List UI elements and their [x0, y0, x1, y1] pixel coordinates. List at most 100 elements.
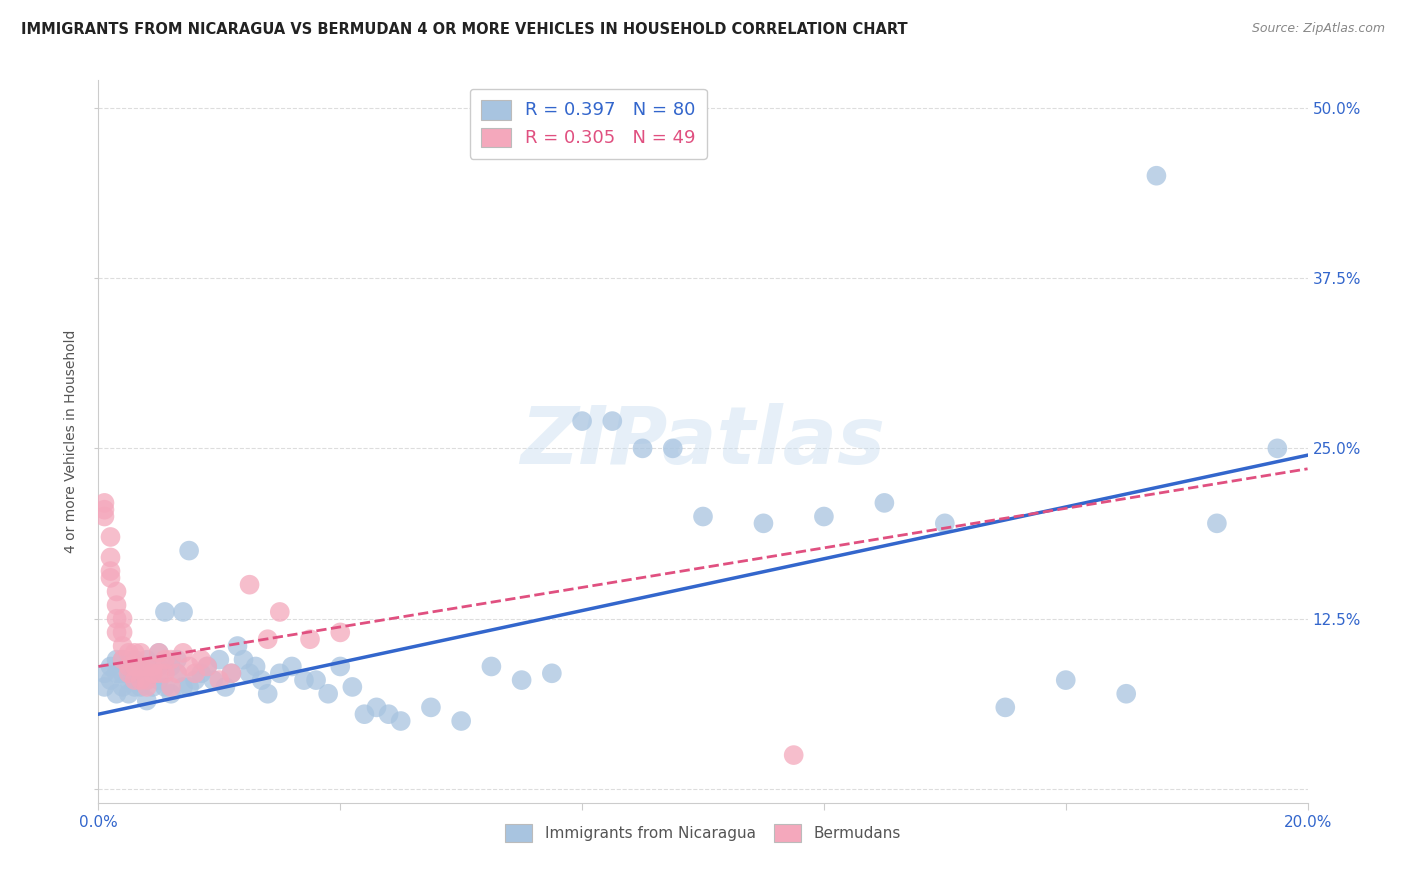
Point [129, 666, 152, 681]
Point [256, 632, 278, 647]
Point [153, 605, 176, 619]
Point [172, 646, 194, 660]
Point [190, 653, 212, 667]
Point [105, 584, 128, 599]
Point [342, 680, 364, 694]
Point [1054, 673, 1077, 687]
Point [195, 659, 218, 673]
Point [129, 673, 152, 687]
Point [100, 659, 122, 673]
Point [179, 659, 201, 673]
Point [135, 673, 157, 687]
Point [129, 659, 152, 673]
Point [540, 666, 562, 681]
Point [153, 653, 176, 667]
Point [93, 496, 115, 510]
Point [111, 653, 134, 667]
Point [93, 680, 115, 694]
Y-axis label: 4 or more Vehicles in Household: 4 or more Vehicles in Household [65, 330, 79, 553]
Point [160, 687, 183, 701]
Point [118, 687, 141, 701]
Point [602, 414, 624, 428]
Point [142, 680, 165, 694]
Text: Source: ZipAtlas.com: Source: ZipAtlas.com [1251, 22, 1385, 36]
Point [166, 666, 188, 681]
Point [377, 707, 399, 722]
Point [93, 509, 115, 524]
Point [160, 659, 183, 673]
Point [661, 442, 683, 456]
Point [305, 673, 328, 687]
Point [160, 680, 183, 694]
Point [269, 666, 291, 681]
Point [184, 673, 207, 687]
Point [269, 605, 291, 619]
Point [450, 714, 472, 728]
Point [353, 707, 375, 722]
Point [510, 673, 533, 687]
Point [135, 653, 157, 667]
Point [111, 680, 134, 694]
Point [153, 666, 176, 681]
Point [142, 666, 165, 681]
Point [153, 680, 176, 694]
Point [111, 653, 134, 667]
Point [256, 687, 278, 701]
Point [135, 673, 157, 687]
Point [245, 659, 267, 673]
Point [118, 659, 141, 673]
Point [111, 625, 134, 640]
Point [208, 673, 231, 687]
Point [329, 659, 352, 673]
Point [124, 653, 146, 667]
Point [129, 646, 152, 660]
Point [100, 673, 122, 687]
Point [135, 680, 157, 694]
Point [148, 673, 170, 687]
Point [148, 646, 170, 660]
Point [148, 659, 170, 673]
Point [1267, 442, 1289, 456]
Text: ZIPatlas: ZIPatlas [520, 402, 886, 481]
Point [481, 659, 503, 673]
Point [239, 577, 262, 591]
Point [100, 530, 122, 544]
Point [135, 693, 157, 707]
Point [873, 496, 896, 510]
Point [366, 700, 388, 714]
Point [232, 653, 254, 667]
Point [420, 700, 443, 714]
Legend: Immigrants from Nicaragua, Bermudans: Immigrants from Nicaragua, Bermudans [498, 816, 908, 849]
Point [214, 680, 236, 694]
Point [135, 659, 157, 673]
Point [994, 700, 1017, 714]
Point [692, 509, 714, 524]
Point [166, 653, 188, 667]
Point [148, 646, 170, 660]
Point [100, 571, 122, 585]
Point [172, 605, 194, 619]
Point [783, 748, 806, 763]
Point [179, 680, 201, 694]
Point [93, 666, 115, 681]
Point [118, 646, 141, 660]
Point [118, 673, 141, 687]
Point [105, 653, 128, 667]
Point [124, 680, 146, 694]
Point [142, 659, 165, 673]
Point [226, 639, 249, 653]
Point [221, 666, 243, 681]
Point [221, 666, 243, 681]
Point [111, 639, 134, 653]
Point [281, 659, 304, 673]
Point [105, 612, 128, 626]
Point [631, 442, 654, 456]
Point [329, 625, 352, 640]
Point [299, 632, 322, 647]
Point [389, 714, 412, 728]
Point [195, 659, 218, 673]
Point [316, 687, 339, 701]
Point [105, 666, 128, 681]
Point [105, 687, 128, 701]
Point [129, 680, 152, 694]
